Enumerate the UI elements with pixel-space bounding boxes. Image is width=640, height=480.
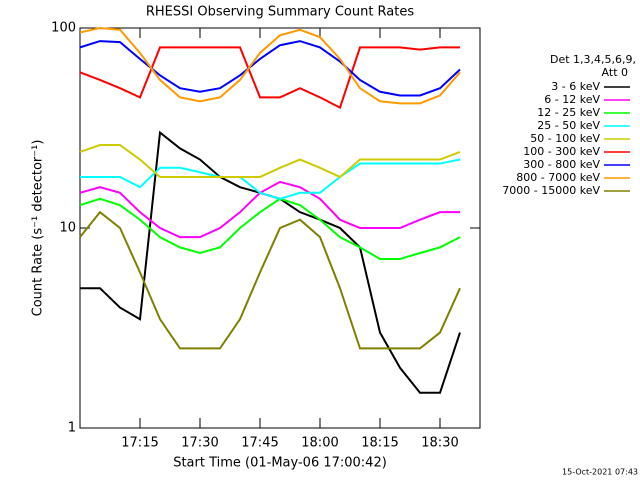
series-line: [79, 210, 461, 350]
x-tick-label: 17:15: [121, 436, 158, 451]
legend-title: Att 0: [602, 66, 628, 79]
legend-label: 25 - 50 keV: [537, 119, 600, 132]
series-line: [79, 197, 461, 260]
legend-label: 50 - 100 keV: [530, 132, 600, 145]
legend-label: 12 - 25 keV: [537, 106, 600, 119]
y-tick-label: 1: [68, 421, 76, 436]
y-tick-label: 100: [51, 21, 76, 36]
timestamp: 15-Oct-2021 07:43: [562, 468, 638, 477]
series-line: [79, 40, 461, 97]
legend-label: 300 - 800 keV: [523, 158, 600, 171]
y-axis-label: Count Rate (s⁻¹ detector⁻¹): [31, 140, 46, 317]
chart-title: RHESSI Observing Summary Count Rates: [146, 5, 415, 20]
x-tick-label: 18:15: [361, 436, 398, 451]
x-axis-label: Start Time (01-May-06 17:00:42): [173, 456, 387, 471]
x-tick-label: 17:45: [241, 436, 278, 451]
legend-label: 6 - 12 keV: [544, 93, 600, 106]
x-tick-label: 18:00: [301, 436, 338, 451]
y-tick-label: 10: [59, 221, 76, 236]
x-tick-label: 18:30: [421, 436, 458, 451]
series-line: [79, 26, 461, 105]
series-line: [79, 180, 460, 239]
legend-title: Det 1,3,4,5,6,9,: [550, 53, 636, 66]
x-tick-label: 17:30: [181, 436, 218, 451]
series-line: [80, 158, 461, 200]
legend-label: 7000 - 15000 keV: [502, 184, 600, 197]
legend-label: 100 - 300 keV: [523, 145, 600, 158]
series-line: [79, 144, 461, 179]
legend-label: 3 - 6 keV: [551, 80, 600, 93]
legend-label: 800 - 7000 keV: [516, 171, 600, 184]
series-line: [79, 46, 460, 110]
